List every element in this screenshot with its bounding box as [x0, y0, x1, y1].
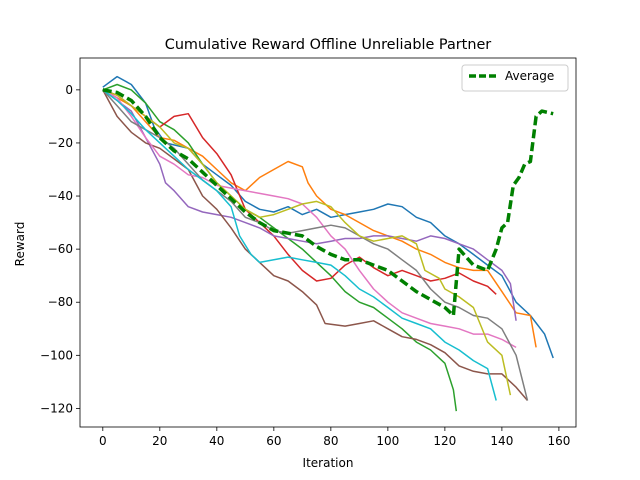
x-tick-label: 100	[376, 434, 399, 448]
series-line-9	[102, 89, 512, 396]
y-tick-label: −60	[48, 242, 73, 256]
y-tick-label: −80	[48, 295, 73, 309]
x-tick-label: 0	[99, 434, 107, 448]
legend: Average	[461, 64, 569, 92]
x-tick-label: 140	[490, 434, 513, 448]
axes-frame	[79, 57, 577, 428]
y-tick-label: 0	[65, 83, 73, 97]
y-tick-label: −20	[48, 136, 73, 150]
plot-area: 0 20 40 60 80 100 120 140 160 0 −20 −40 −60 −80 −100 −1…	[40, 57, 577, 448]
series-line-7	[102, 89, 517, 349]
legend-label-average: Average	[505, 69, 554, 83]
series-line-1	[102, 75, 554, 359]
average-line	[102, 88, 554, 318]
y-axis-label: Reward	[13, 222, 27, 267]
x-axis-label: Iteration	[303, 456, 354, 470]
x-tick-label: 20	[152, 434, 167, 448]
x-tick-label: 40	[209, 434, 224, 448]
y-tick-label: −40	[48, 189, 73, 203]
x-tick-label: 80	[323, 434, 338, 448]
series-line-2	[102, 89, 537, 348]
series-line-6	[102, 89, 529, 401]
y-tick-label: −120	[40, 401, 73, 415]
x-tick-label: 60	[266, 434, 281, 448]
series-line-10	[102, 89, 497, 401]
y-tick-label: −100	[40, 348, 73, 362]
x-tick-label: 160	[547, 434, 570, 448]
x-tick-label: 120	[433, 434, 456, 448]
series-line-8	[102, 89, 529, 401]
series-line-4	[102, 89, 497, 295]
chart-title: Cumulative Reward Offline Unreliable Par…	[165, 37, 492, 53]
legend-box	[461, 64, 569, 92]
